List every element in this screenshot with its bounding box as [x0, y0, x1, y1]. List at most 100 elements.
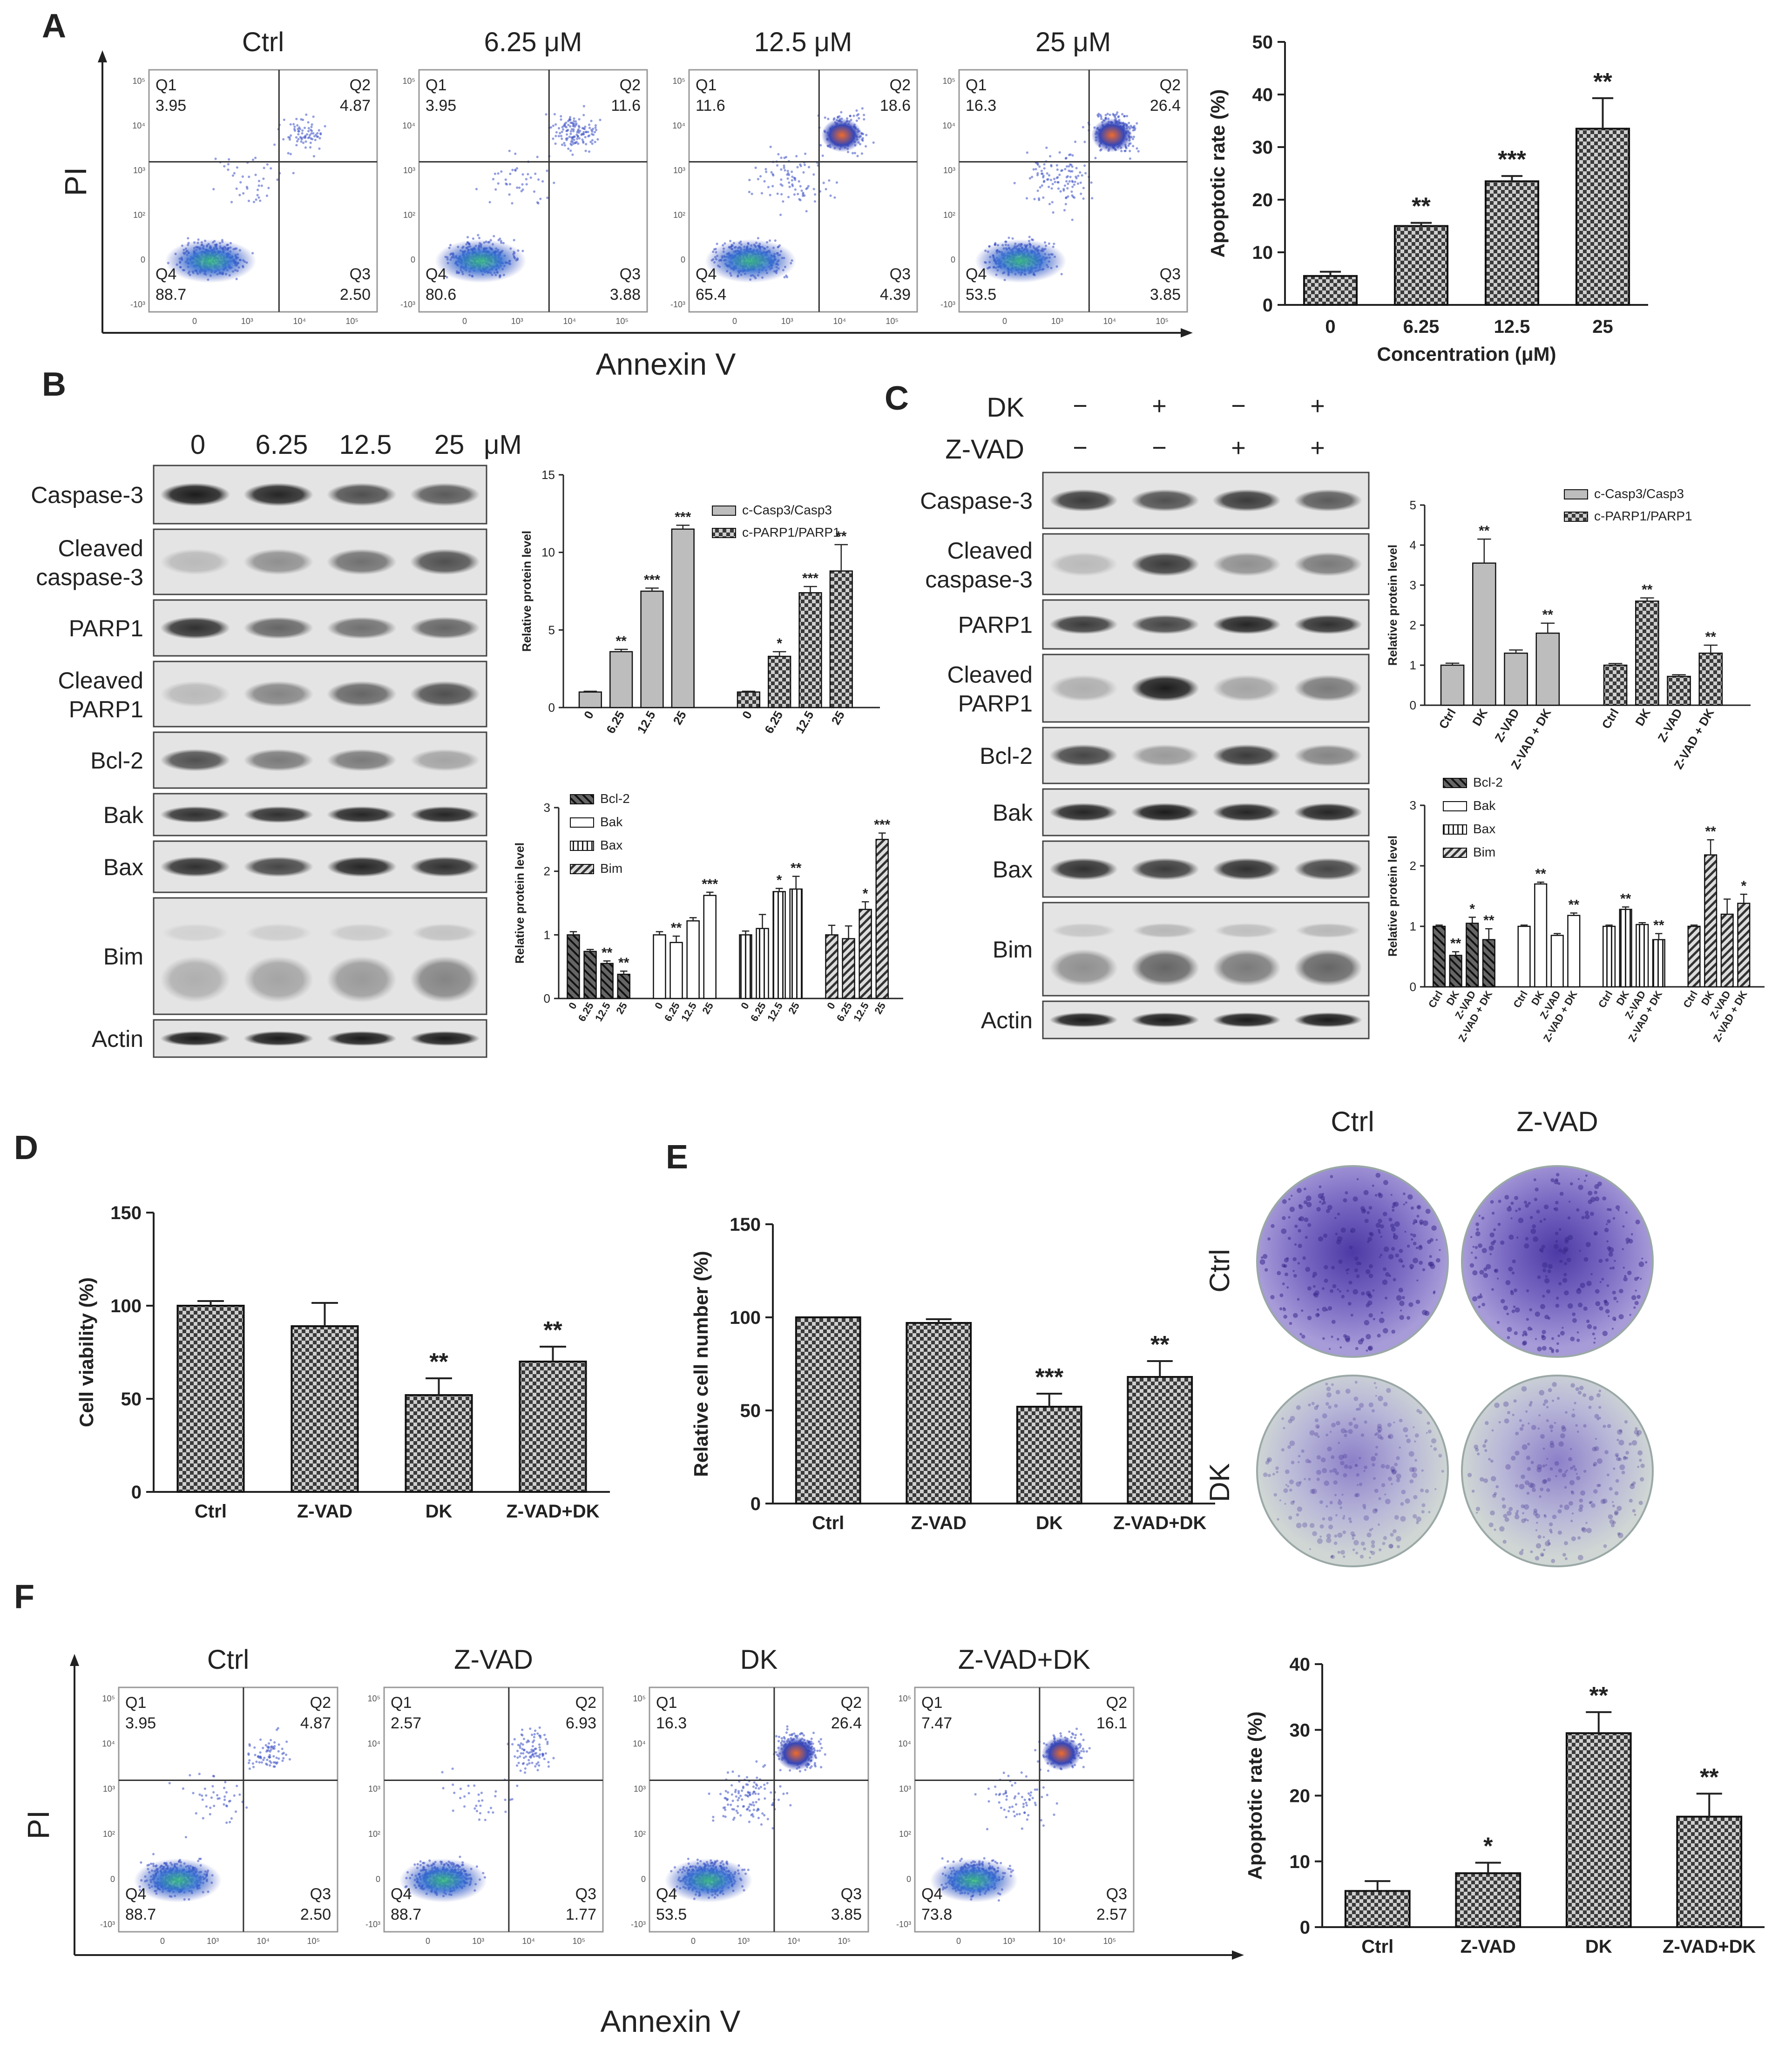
flow-event	[1011, 237, 1014, 240]
flow-event	[1058, 151, 1061, 154]
flow-event	[238, 194, 241, 196]
flow-ytick: 10³	[673, 166, 685, 175]
flow-event	[487, 1811, 490, 1814]
flow-event	[587, 130, 589, 134]
flow-event	[266, 1759, 269, 1761]
flow-event	[310, 132, 313, 135]
flow-event	[1066, 165, 1068, 168]
flow-density-hot	[821, 118, 863, 152]
flow-event	[543, 1758, 546, 1760]
flow-event	[760, 192, 763, 195]
flow-event	[534, 1747, 537, 1750]
flow-event	[272, 1755, 275, 1758]
flow-event	[531, 1741, 534, 1744]
flow-event	[255, 1760, 258, 1763]
flow-event	[735, 1795, 737, 1798]
flow-event	[807, 185, 810, 188]
flow-event	[573, 120, 575, 122]
flow-event	[505, 182, 507, 185]
flow-event	[282, 138, 285, 141]
flow-event	[189, 1774, 191, 1777]
flow-event	[563, 142, 566, 144]
quadrant-value: 11.6	[611, 97, 641, 115]
flow-xtick: 10⁵	[1103, 1936, 1116, 1946]
flow-event	[234, 1810, 237, 1813]
quadrant-name: Q4	[156, 265, 176, 283]
flow-event	[1132, 129, 1135, 132]
flow-event	[269, 1764, 271, 1767]
flow-xtick: 10⁴	[787, 1936, 800, 1946]
flow-event	[828, 179, 831, 182]
flow-event	[820, 1747, 823, 1749]
flow-event	[1043, 167, 1046, 170]
flow-ytick: -10³	[631, 1920, 646, 1929]
flow-event	[1091, 197, 1094, 200]
flow-event	[555, 123, 557, 126]
flow-event	[563, 144, 566, 147]
quadrant-name: Q3	[841, 1885, 862, 1903]
flow-event	[1079, 171, 1082, 174]
flow-event	[1129, 157, 1131, 160]
flow-event	[313, 135, 316, 138]
quadrant-name: Q1	[391, 1694, 412, 1712]
quadrant-value: 26.4	[831, 1714, 862, 1732]
flow-event	[478, 236, 481, 239]
panel-letter-f: F	[14, 1578, 34, 1616]
flow-event	[529, 1727, 532, 1730]
flow-event	[1037, 197, 1041, 200]
flow-event	[849, 115, 852, 117]
flow-event	[739, 1814, 742, 1817]
flow-event	[576, 129, 579, 132]
flow-event	[812, 173, 815, 176]
flow-event	[522, 1762, 525, 1765]
flow-event	[184, 1836, 187, 1839]
flow-event	[1039, 186, 1041, 189]
flow-density	[664, 1858, 752, 1902]
flow-event	[730, 1803, 732, 1806]
flow-event	[529, 1751, 532, 1754]
flow-event	[266, 1763, 269, 1766]
flow-event	[569, 125, 572, 128]
flow-event	[1047, 178, 1049, 181]
flow-event	[789, 1804, 792, 1807]
flow-event	[1051, 201, 1054, 203]
flow-event	[596, 138, 599, 141]
flow-event	[730, 1793, 733, 1796]
flow-event	[737, 1796, 740, 1800]
flow-ytick: 10³	[943, 166, 955, 175]
flow-event	[533, 190, 536, 193]
flow-event	[223, 1803, 225, 1806]
flow-event	[813, 200, 816, 203]
flow-event	[528, 1762, 531, 1765]
flow-event	[570, 121, 573, 124]
flow-title: Ctrl	[242, 27, 284, 57]
flow-event	[818, 1749, 821, 1752]
flow-event	[1055, 164, 1058, 167]
flow-event	[251, 1762, 254, 1765]
flow-event	[778, 1735, 780, 1738]
flow-event	[300, 140, 303, 143]
flow-event	[287, 136, 290, 139]
flow-event	[216, 1794, 219, 1797]
flow-event	[230, 1817, 233, 1820]
flow-event	[492, 178, 494, 181]
flow-event	[833, 196, 836, 199]
flow-event	[767, 186, 770, 189]
flow-event	[1048, 185, 1050, 189]
flow-event	[560, 115, 562, 118]
flow-event	[312, 132, 315, 135]
flow-event	[252, 1766, 255, 1768]
flow-event	[559, 132, 561, 135]
quadrant-value: 26.4	[1150, 97, 1181, 115]
quadrant-value: 88.7	[125, 1906, 156, 1923]
flow-event	[582, 131, 585, 134]
flow-event	[187, 237, 189, 240]
flow-event	[1065, 180, 1068, 183]
flow-event	[231, 174, 234, 177]
flow-event	[296, 140, 299, 142]
quadrant-value: 4.87	[300, 1714, 331, 1732]
flow-event	[524, 1771, 527, 1774]
flow-event	[1049, 179, 1052, 182]
flow-event	[777, 1740, 780, 1742]
